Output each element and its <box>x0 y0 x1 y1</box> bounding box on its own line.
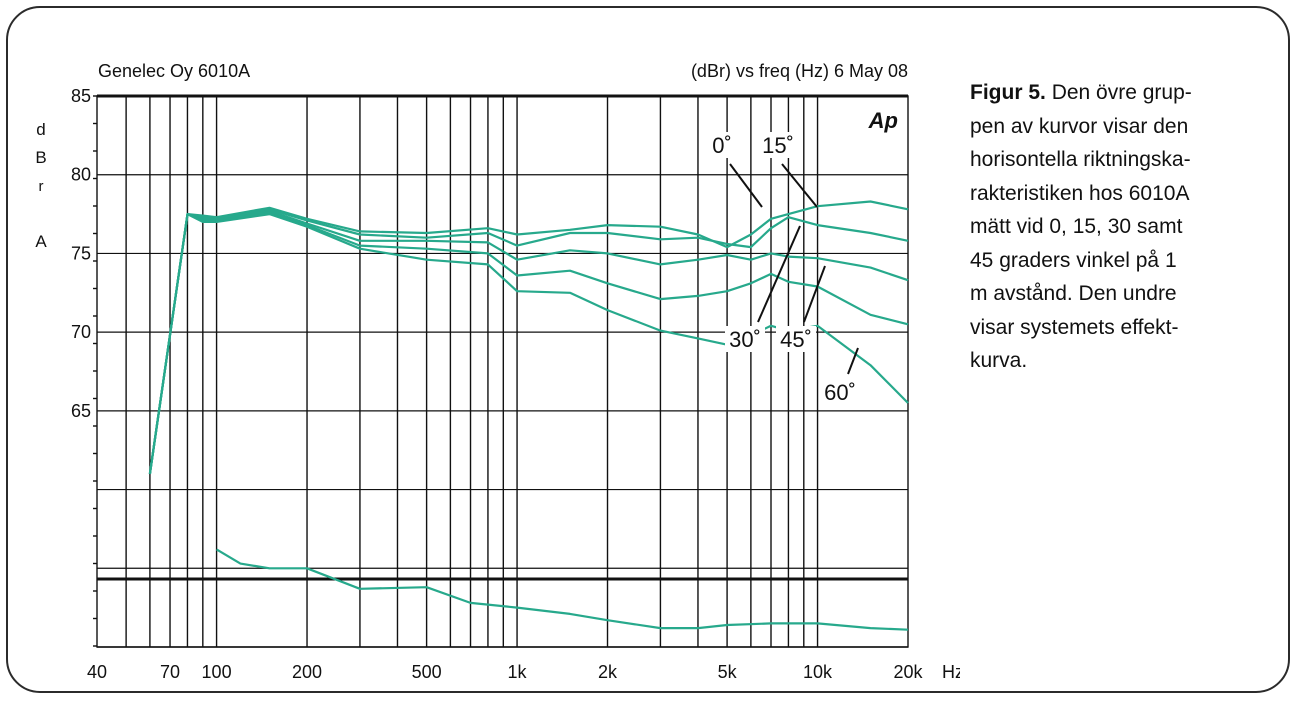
annotation-leader <box>803 265 826 323</box>
audio-precision-logo: Ap <box>868 108 898 133</box>
caption-line: horisontella riktningska- <box>970 148 1191 171</box>
annotation-backing <box>758 132 798 158</box>
y-axis-letter: A <box>35 232 47 251</box>
y-axis-letter: d <box>36 120 45 139</box>
x-tick-label: 70 <box>160 662 180 682</box>
curve-angle <box>148 200 909 474</box>
caption-line: visar systemets effekt- <box>970 315 1179 339</box>
x-tick-label: 10k <box>803 662 833 682</box>
annotation-label: 15˚ <box>762 133 794 158</box>
annotation-leader <box>729 163 763 208</box>
plot-border <box>96 95 909 648</box>
chart-title-left: Genelec Oy 6010A <box>98 61 250 81</box>
annotation-label: 0˚ <box>712 133 732 158</box>
frequency-response-chart: 40 70 100 200 500 1k 2k 5k 10k 20k Hz 85 80 75 70 65 dBr… <box>35 61 960 682</box>
figure-caption: Figur 5. Den övre grup- pen av kurvor vi… <box>970 76 1270 378</box>
x-tick-label: 1k <box>508 662 528 682</box>
x-tick-label: 2k <box>598 662 618 682</box>
x-unit-label: Hz <box>942 662 960 682</box>
annotation-leader <box>757 225 801 323</box>
annotation-label: 45˚ <box>780 327 812 352</box>
caption-line: mätt vid 0, 15, 30 samt <box>970 215 1183 238</box>
x-tick-label: 40 <box>87 662 107 682</box>
y-tick-label: 80 <box>71 165 91 185</box>
annotation-backing <box>725 326 765 352</box>
y-axis-letter: r <box>39 178 44 195</box>
chart-curves <box>148 200 909 631</box>
caption-line: Den övre grup- <box>1051 81 1192 104</box>
y-tick-label: 65 <box>71 401 91 421</box>
x-tick-label: 200 <box>292 662 322 682</box>
figure-frame <box>6 6 1290 693</box>
caption-line: kurva. <box>970 349 1028 372</box>
caption-label: Figur 5. <box>970 81 1046 104</box>
annotation-label: 30˚ <box>729 327 761 352</box>
x-tick-label: 100 <box>202 662 232 682</box>
curve-angle <box>148 211 909 474</box>
x-tick-label: 500 <box>412 662 442 682</box>
chart-title-right-date: 6 May 08 <box>834 61 908 81</box>
y-tick-label: 70 <box>71 322 91 342</box>
y-tick-label: 75 <box>71 243 91 263</box>
chart-title-right-prefix: (dBr) vs freq (Hz) <box>691 61 834 81</box>
curve-power-response <box>216 548 909 631</box>
caption-line: 45 graders vinkel på 1 <box>970 248 1177 272</box>
chart-title-right: (dBr) vs freq (Hz) 6 May 08 <box>691 61 908 81</box>
annotation-backing <box>820 379 860 405</box>
caption-line: m avstånd. Den undre <box>970 282 1177 305</box>
chart-labels: 40 70 100 200 500 1k 2k 5k 10k 20k Hz 85 80 75 70 65 dBr… <box>35 61 960 682</box>
caption-line: rakteristiken hos 6010A <box>970 181 1190 205</box>
annotation-leaders <box>702 132 860 405</box>
y-axis-letter: B <box>35 148 46 167</box>
x-tick-label: 20k <box>893 662 923 682</box>
caption-line: pen av kurvor visar den <box>970 114 1189 138</box>
annotation-backing <box>776 326 816 352</box>
chart-ticks <box>93 95 97 647</box>
curve-angle <box>148 209 909 474</box>
annotation-leader <box>847 347 859 375</box>
chart-grid <box>96 94 909 648</box>
annotation-leader <box>781 163 818 208</box>
y-tick-label: 85 <box>71 86 91 106</box>
annotation-backing <box>702 132 742 158</box>
annotation-label: 60˚ <box>824 380 856 405</box>
x-tick-label: 5k <box>718 662 738 682</box>
